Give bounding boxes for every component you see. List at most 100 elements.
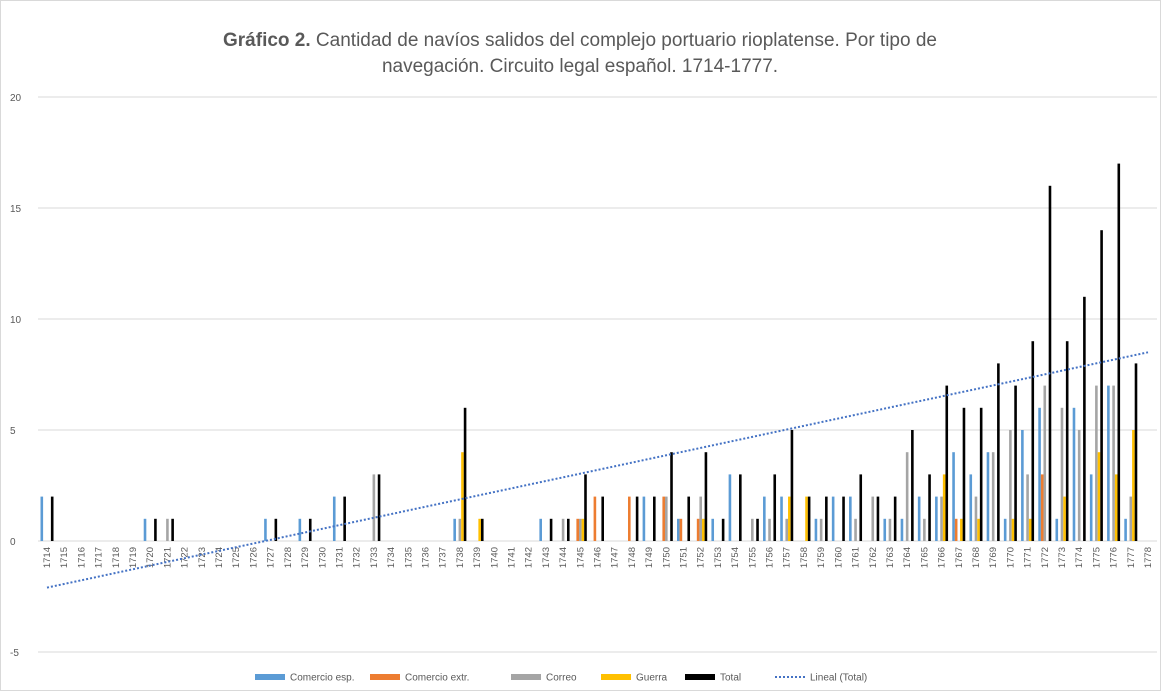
x-tick-label: 1773 (1057, 547, 1068, 568)
x-tick-label: 1758 (799, 547, 810, 568)
x-tick-label: 1734 (386, 547, 397, 568)
x-tick-label: 1772 (1040, 547, 1051, 568)
bar (785, 518, 789, 541)
bar (628, 496, 631, 541)
bar (773, 474, 777, 541)
bar (871, 496, 875, 541)
bar (969, 474, 973, 541)
chart-title: Gráfico 2. Cantidad de navíos salidos de… (223, 30, 937, 51)
bar (264, 518, 267, 541)
x-tick-label: 1757 (782, 547, 793, 568)
x-tick-label: 1736 (420, 547, 431, 568)
bar (928, 474, 931, 541)
bar (377, 474, 381, 541)
bar (1043, 385, 1047, 541)
bar (1124, 518, 1127, 541)
x-tick-label: 1725 (231, 547, 242, 568)
bar (653, 496, 656, 541)
title-line: Cantidad de navíos salidos del complejo … (311, 30, 937, 51)
bar (458, 518, 462, 541)
y-tick-label: 0 (10, 537, 16, 548)
x-tick-label: 1724 (214, 547, 225, 568)
bar (298, 518, 302, 541)
bar (979, 407, 983, 541)
legend-label: Comercio extr. (405, 673, 469, 684)
bar (991, 452, 995, 541)
x-tick-label: 1777 (1126, 547, 1137, 568)
bar (578, 518, 582, 541)
bar (814, 518, 818, 541)
x-tick-label: 1749 (644, 547, 655, 568)
x-tick-label: 1731 (334, 547, 345, 568)
bar (711, 518, 715, 541)
bar (677, 518, 680, 541)
legend-label: Total (720, 673, 741, 684)
x-tick-label: 1739 (472, 547, 483, 568)
bar (1026, 474, 1029, 541)
bar (883, 518, 887, 541)
x-tick-label: 1714 (42, 547, 53, 568)
bar (166, 518, 169, 541)
y-tick-label: 15 (10, 204, 22, 215)
x-tick-label: 1750 (661, 547, 672, 568)
bar (343, 496, 346, 541)
x-tick-label: 1752 (696, 547, 707, 568)
bar (1129, 496, 1133, 541)
bar (876, 496, 880, 541)
bar (923, 518, 926, 541)
x-tick-label: 1753 (713, 547, 724, 568)
y-tick-label: 10 (10, 315, 22, 326)
bar (372, 474, 376, 541)
bar (665, 496, 668, 541)
x-tick-label: 1775 (1091, 547, 1102, 568)
bar (763, 496, 766, 541)
x-tick-label: 1774 (1074, 547, 1085, 568)
bar (831, 496, 835, 541)
bar (332, 496, 336, 541)
x-tick-label: 1721 (162, 547, 173, 568)
bar (561, 518, 565, 541)
legend-swatch (601, 674, 631, 680)
bar (696, 518, 700, 541)
bar (453, 518, 456, 541)
bar (635, 496, 639, 541)
bar (566, 518, 570, 541)
bar (274, 518, 278, 541)
bar (480, 518, 484, 541)
bar (954, 518, 958, 541)
bar (670, 452, 673, 541)
bar (842, 496, 845, 541)
bar (1014, 385, 1017, 541)
bar (977, 518, 980, 541)
bar (1072, 407, 1076, 541)
bar (986, 452, 990, 541)
bar (935, 496, 938, 541)
bar (576, 518, 579, 541)
bar (1114, 474, 1118, 541)
x-tick-label: 1759 (816, 547, 827, 568)
bar (1021, 430, 1024, 541)
bar (751, 518, 754, 541)
bar (888, 518, 892, 541)
x-tick-label: 1769 (988, 547, 999, 568)
bar (642, 496, 646, 541)
x-tick-label: 1754 (730, 547, 741, 568)
bar (699, 496, 703, 541)
legend-swatch (685, 674, 715, 680)
x-tick-label: 1723 (197, 547, 208, 568)
bar (849, 496, 852, 541)
bar (593, 496, 597, 541)
bar (1107, 385, 1110, 541)
bar (917, 496, 921, 541)
legend-label: Lineal (Total) (810, 673, 867, 684)
x-tick-label: 1741 (506, 547, 517, 568)
bar (900, 518, 904, 541)
bar (1095, 385, 1098, 541)
bar (788, 496, 791, 541)
x-tick-label: 1740 (489, 547, 500, 568)
bar (171, 518, 174, 541)
x-tick-label: 1715 (59, 547, 70, 568)
x-tick-label: 1778 (1143, 547, 1154, 568)
bar (308, 518, 312, 541)
bar (825, 496, 828, 541)
